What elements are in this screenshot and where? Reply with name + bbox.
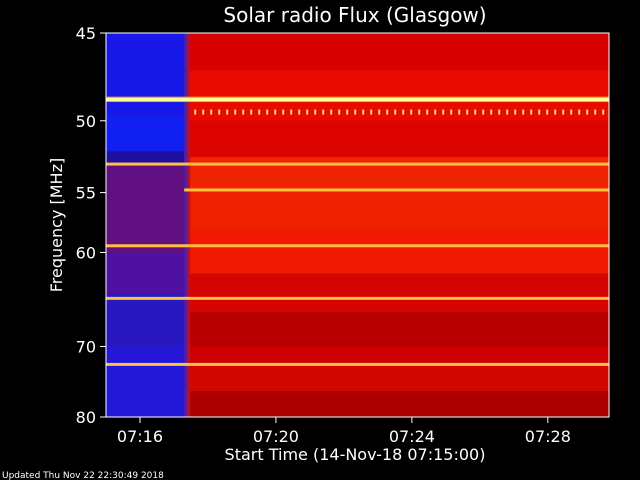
tick-artifact xyxy=(242,109,245,115)
y-axis-ticks: 45 50 55 60 70 80 xyxy=(76,24,106,427)
tick-artifact xyxy=(234,109,237,115)
emission-line xyxy=(106,97,609,102)
tick-artifact xyxy=(250,109,253,115)
emission-line xyxy=(184,188,609,192)
emission-line xyxy=(106,162,609,166)
heatmap-band xyxy=(190,362,609,392)
tick-artifact xyxy=(306,109,309,115)
tick-artifact xyxy=(434,109,437,115)
emission-line xyxy=(106,296,609,300)
tick-artifact xyxy=(522,109,525,115)
tick-artifact xyxy=(290,109,293,115)
y-tick-label: 55 xyxy=(76,184,96,203)
tick-artifact xyxy=(546,109,549,115)
tick-artifact xyxy=(378,109,381,115)
tick-artifact xyxy=(354,109,357,115)
tick-artifact xyxy=(426,109,429,115)
tick-artifact xyxy=(346,109,349,115)
quiet-region-band xyxy=(106,293,185,347)
tick-artifact xyxy=(498,109,501,115)
tick-artifact xyxy=(578,109,581,115)
y-tick-label: 60 xyxy=(76,243,96,262)
heatmap-band xyxy=(190,312,609,347)
y-tick-label: 45 xyxy=(76,24,96,43)
heatmap-band xyxy=(190,391,609,417)
tick-artifact xyxy=(274,109,277,115)
quiet-region-band xyxy=(106,151,185,166)
tick-artifact xyxy=(314,109,317,115)
tick-artifact xyxy=(586,109,589,115)
x-tick-label: 07:24 xyxy=(389,427,435,446)
emission-line xyxy=(106,362,609,366)
tick-artifact xyxy=(474,109,477,115)
quiet-region-band xyxy=(106,165,185,253)
tick-artifact xyxy=(562,109,565,115)
tick-artifact xyxy=(322,109,325,115)
tick-artifact xyxy=(386,109,389,115)
tick-artifact xyxy=(282,109,285,115)
tick-artifact xyxy=(362,109,365,115)
tick-artifact xyxy=(418,109,421,115)
tick-artifact xyxy=(266,109,269,115)
tick-artifact xyxy=(506,109,509,115)
tick-artifact xyxy=(538,109,541,115)
chart-title: Solar radio Flux (Glasgow) xyxy=(223,3,486,27)
quiet-region-band xyxy=(106,252,185,294)
y-axis-label: Frequency [MHz] xyxy=(47,158,66,292)
tick-artifact xyxy=(370,109,373,115)
tick-artifact xyxy=(338,109,341,115)
tick-artifact xyxy=(458,109,461,115)
tick-artifact xyxy=(554,109,557,115)
tick-artifact xyxy=(298,109,301,115)
tick-artifact xyxy=(570,109,573,115)
updated-timestamp: Updated Thu Nov 22 22:30:49 2018 xyxy=(2,471,164,480)
x-axis-label: Start Time (14-Nov-18 07:15:00) xyxy=(225,445,486,464)
heatmap-band xyxy=(190,346,609,363)
tick-artifact xyxy=(530,109,533,115)
x-tick-label: 07:20 xyxy=(253,427,299,446)
tick-artifact xyxy=(594,109,597,115)
tick-artifact xyxy=(210,109,213,115)
quiet-region-band xyxy=(106,33,185,115)
heatmap-band xyxy=(190,120,609,157)
tick-artifact xyxy=(402,109,405,115)
y-tick-label: 80 xyxy=(76,408,96,427)
heatmap-band xyxy=(190,273,609,313)
tick-artifact xyxy=(226,109,229,115)
tick-artifact xyxy=(194,109,197,115)
plot-area xyxy=(105,32,610,418)
quiet-region-band xyxy=(106,346,185,417)
tick-artifact xyxy=(258,109,261,115)
heatmap-band xyxy=(190,156,609,193)
heatmap-band xyxy=(190,192,609,230)
tick-artifact xyxy=(514,109,517,115)
tick-artifact xyxy=(602,109,605,115)
tick-artifact xyxy=(394,109,397,115)
tick-artifact xyxy=(410,109,413,115)
heatmap-band xyxy=(190,229,609,274)
tick-artifact xyxy=(482,109,485,115)
heatmap-band xyxy=(190,33,609,71)
tick-artifact xyxy=(450,109,453,115)
tick-artifact xyxy=(442,109,445,115)
emission-line xyxy=(106,244,609,248)
emission-line-edge xyxy=(106,96,609,98)
tick-artifact xyxy=(466,109,469,115)
x-axis-ticks: 07:16 07:20 07:24 07:28 xyxy=(117,417,571,446)
x-tick-label: 07:16 xyxy=(117,427,163,446)
tick-artifact xyxy=(490,109,493,115)
tick-artifact xyxy=(330,109,333,115)
plot-frame xyxy=(105,32,610,418)
quiet-region-band xyxy=(106,114,185,152)
tick-artifact xyxy=(202,109,205,115)
y-tick-label: 70 xyxy=(76,337,96,356)
tick-artifact xyxy=(218,109,221,115)
y-tick-label: 50 xyxy=(76,112,96,131)
x-tick-label: 07:28 xyxy=(525,427,571,446)
burst-onset-edge xyxy=(184,33,191,417)
